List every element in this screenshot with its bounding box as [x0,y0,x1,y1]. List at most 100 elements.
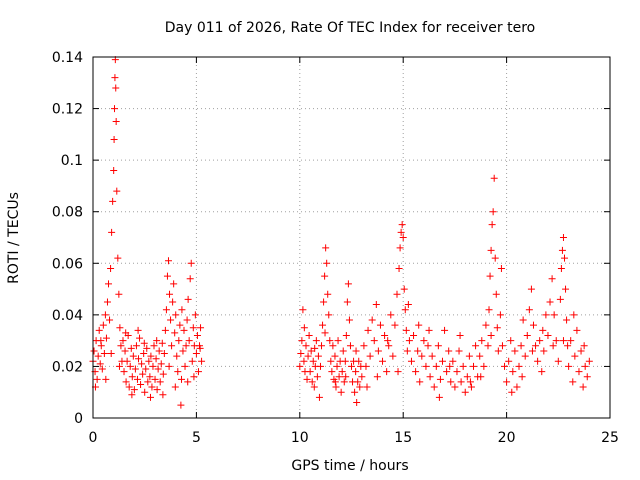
data-point [344,280,352,288]
plot-frame [92,56,611,419]
data-point [418,352,426,360]
data-point [164,257,172,265]
data-point [467,383,475,391]
y-axis-ticks: 0 0.02 0.04 0.06 0.08 0.1 0.12 0.14 [52,50,610,427]
data-point [426,373,434,381]
data-point [138,360,146,368]
data-point [141,388,149,396]
data-point [178,375,186,383]
data-point [337,388,345,396]
data-point [391,321,399,329]
data-point [146,393,154,401]
data-point [150,342,158,350]
data-point [315,393,323,401]
data-point [102,375,110,383]
data-point [318,342,326,350]
data-point [385,342,393,350]
data-point [178,306,186,314]
data-point [430,383,438,391]
y-tick-label: 0.12 [52,102,83,118]
data-point [403,347,411,355]
data-point [140,350,148,358]
data-point [185,337,193,345]
data-point [441,326,449,334]
data-point [305,331,313,339]
data-point [328,368,336,376]
data-point [498,342,506,350]
data-point [470,362,478,370]
data-point [316,362,324,370]
data-point [296,362,304,370]
data-point [453,368,461,376]
data-point [451,383,459,391]
data-point [354,378,362,386]
data-point [157,360,165,368]
data-point [304,352,312,360]
data-point [297,350,305,358]
data-point [167,316,175,324]
y-tick-label: 0.04 [52,308,83,324]
data-point [155,347,163,355]
data-point [457,378,465,386]
data-points [89,56,593,409]
data-point [105,280,113,288]
data-point [308,378,316,386]
data-point [175,337,183,345]
data-point [368,316,376,324]
data-point [496,311,504,319]
data-point [156,378,164,386]
data-point [97,337,105,345]
data-point [477,373,485,381]
data-point [412,368,420,376]
data-point [181,362,189,370]
data-point [536,337,544,345]
data-point [313,373,321,381]
data-point [129,352,137,360]
y-tick-label: 0.08 [52,205,83,221]
data-point [140,339,148,347]
data-point [415,321,423,329]
data-point [109,197,117,205]
data-point [571,352,579,360]
data-point [581,362,589,370]
data-point [476,352,484,360]
data-point [160,350,168,358]
data-point [198,357,206,365]
data-point [173,352,181,360]
data-point [329,342,337,350]
data-point [338,368,346,376]
data-point [508,388,516,396]
data-point [550,311,558,319]
data-point [465,352,473,360]
data-point [445,347,453,355]
data-point [90,347,98,355]
data-point [168,342,176,350]
data-point [111,74,119,82]
data-point [161,326,169,334]
data-point [171,383,179,391]
data-point [549,342,557,350]
data-point [387,311,395,319]
data-point [309,357,317,365]
data-point [542,311,550,319]
data-point [478,337,486,345]
data-point [103,298,111,306]
data-point [393,290,401,298]
data-point [446,362,454,370]
data-point [170,280,178,288]
data-point [355,357,363,365]
y-tick-label: 0.02 [52,359,83,375]
data-point [126,362,134,370]
data-point [102,334,110,342]
data-point [554,357,562,365]
data-point [389,352,397,360]
data-point [343,298,351,306]
data-point [184,295,192,303]
data-point [319,321,327,329]
data-point [93,375,101,383]
data-point [472,342,480,350]
data-point [302,342,310,350]
data-point [324,290,332,298]
data-point [519,316,527,324]
